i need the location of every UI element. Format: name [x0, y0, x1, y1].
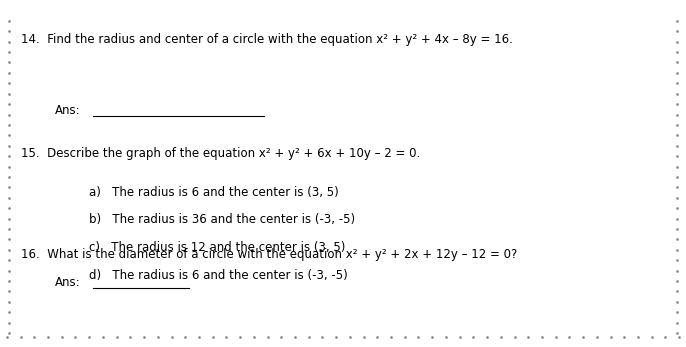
Text: a)   The radius is 6 and the center is (3, 5): a) The radius is 6 and the center is (3,… [89, 186, 339, 198]
Text: Ans:: Ans: [55, 276, 80, 289]
Text: 14.  Find the radius and center of a circle with the equation x² + y² + 4x – 8y : 14. Find the radius and center of a circ… [21, 33, 512, 46]
Text: Ans:: Ans: [55, 104, 80, 117]
Text: b)   The radius is 36 and the center is (-3, -5): b) The radius is 36 and the center is (-… [89, 213, 355, 226]
Text: c)   The radius is 12 and the center is (3, 5): c) The radius is 12 and the center is (3… [89, 241, 346, 254]
Text: 16.  What is the diameter of a circle with the equation x² + y² + 2x + 12y – 12 : 16. What is the diameter of a circle wit… [21, 248, 517, 261]
Text: d)   The radius is 6 and the center is (-3, -5): d) The radius is 6 and the center is (-3… [89, 269, 348, 282]
Text: 15.  Describe the graph of the equation x² + y² + 6x + 10y – 2 = 0.: 15. Describe the graph of the equation x… [21, 147, 420, 160]
